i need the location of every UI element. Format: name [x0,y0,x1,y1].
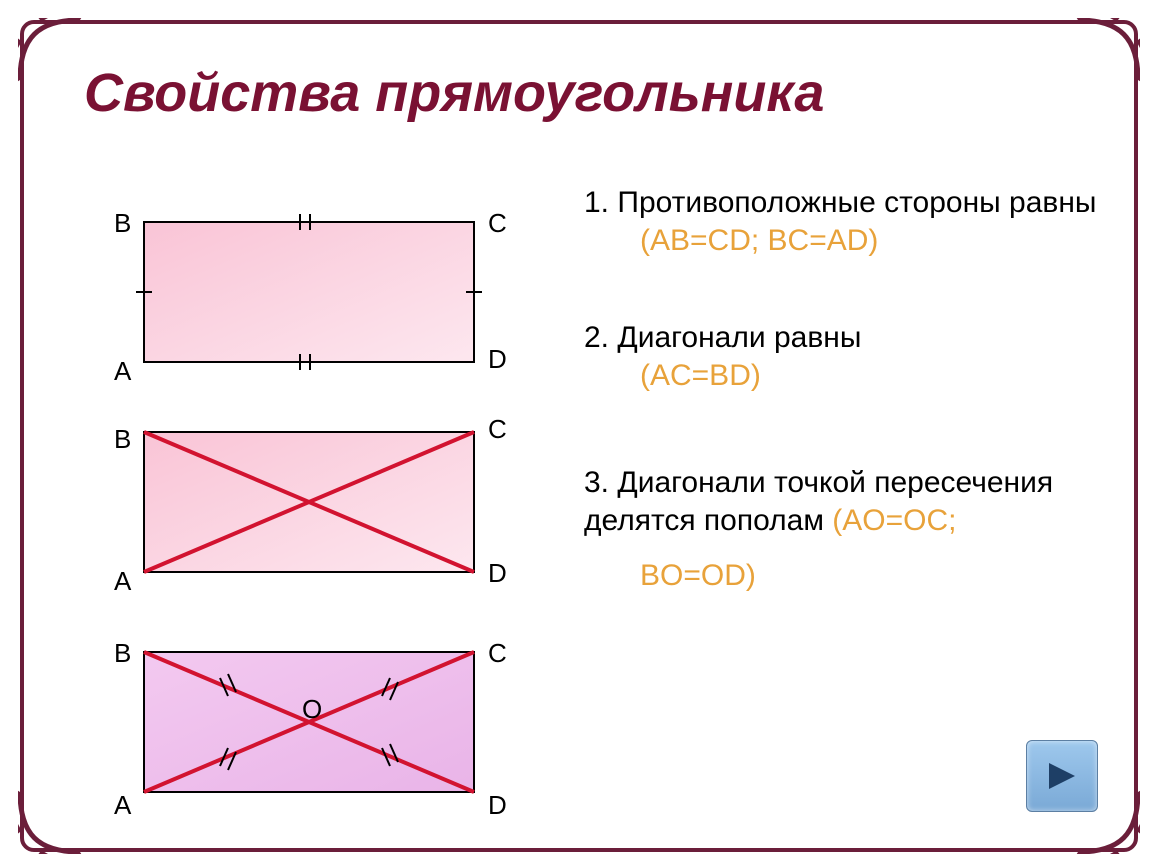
fig1-vertex-B: B [114,208,131,239]
prop2-eq: (AC=BD) [584,357,1144,395]
fig3-center-O: O [302,694,322,725]
prop2-text: Диагонали равны [617,321,861,354]
fig3-vertex-B: B [114,638,131,669]
figures-column: B C A D B C A [84,194,554,824]
page-title: Свойства прямоугольника [84,62,824,124]
arrow-right-icon [1041,755,1083,797]
fig2-vertex-C: C [488,414,507,445]
prop1-eq: (AB=CD; BC=AD) [584,222,1144,260]
prop3-num: 3. [584,466,609,499]
fig2-vertex-D: D [488,558,507,589]
properties-list: 1. Противоположные стороны равны (AB=CD;… [584,184,1144,655]
frame-corner-tl [18,18,82,82]
property-3: 3. Диагонали точкой пересечения делятся … [584,464,1144,595]
property-2: 2. Диагонали равны (AC=BD) [584,319,1144,394]
fig3-vertex-D: D [488,790,507,821]
fig2-vertex-A: A [114,566,131,597]
fig3-vertex-A: A [114,790,131,821]
next-slide-button[interactable] [1026,740,1098,812]
fig1-vertex-D: D [488,344,507,375]
fig1-vertex-A: A [114,356,131,387]
fig3-vertex-C: C [488,638,507,669]
figure-1: B C A D [84,194,554,394]
figure-2: B C A D [84,404,554,604]
frame-corner-tr [1076,18,1140,82]
prop3-eq2: BO=OD) [584,557,1144,595]
prop2-num: 2. [584,321,609,354]
fig1-vertex-C: C [488,208,507,239]
figure-3: B C A D O [84,624,554,824]
frame-corner-bl [18,790,82,854]
decorative-frame: Свойства прямоугольника 1. Противоположн… [20,20,1138,852]
fig2-vertex-B: B [114,424,131,455]
prop3-eq1: (AO=OC; [832,504,956,537]
prop1-num: 1. [584,186,609,219]
content-area: 1. Противоположные стороны равны (AB=CD;… [84,184,1114,824]
property-1: 1. Противоположные стороны равны (AB=CD;… [584,184,1144,259]
prop3-text: Диагонали точкой пересечения делятся поп… [584,466,1053,537]
prop1-text: Противоположные стороны равны [617,186,1096,219]
